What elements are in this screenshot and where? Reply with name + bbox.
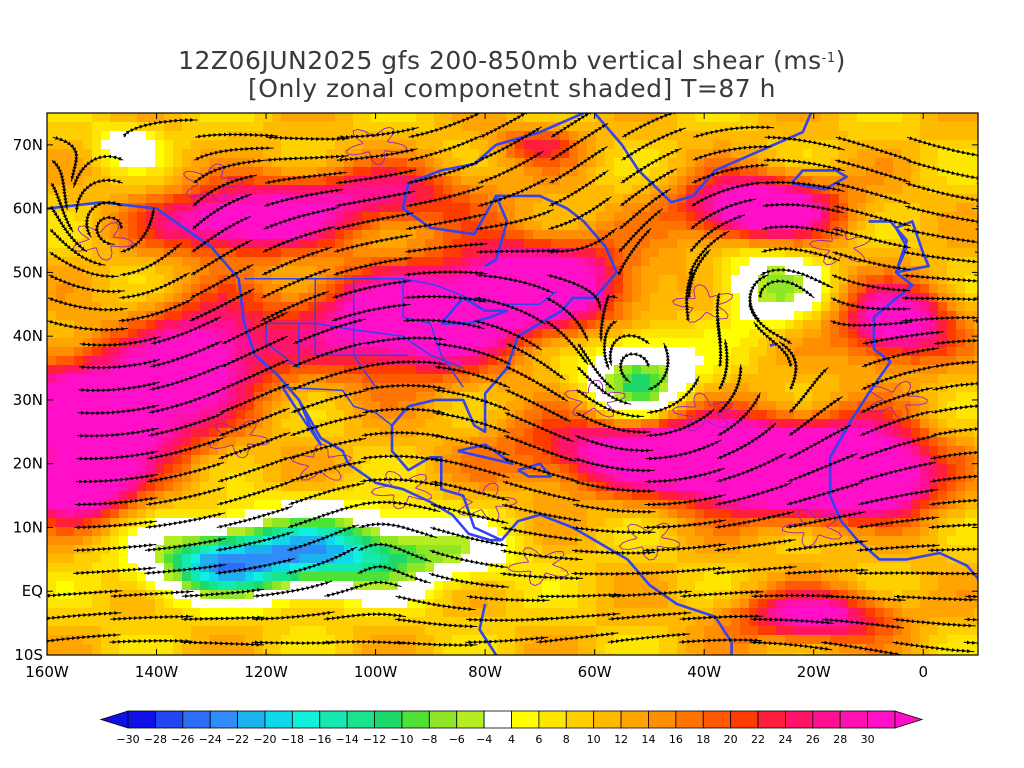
- colorbar-label: 16: [669, 733, 683, 746]
- colorbar-swatch: [483, 710, 512, 729]
- chart-title-line1: 12Z06JUN2025 gfs 200-850mb vertical shea…: [0, 47, 1024, 75]
- colorbar-swatch: [867, 710, 896, 729]
- colorbar-label: 28: [833, 733, 847, 746]
- lat-tick-label: 10N: [13, 518, 43, 536]
- colorbar-swatch: [839, 710, 869, 729]
- colorbar-swatch: [538, 710, 567, 729]
- lon-tick-label: 40W: [687, 663, 721, 681]
- colorbar-swatch: [511, 710, 540, 729]
- lat-tick-label: EQ: [22, 582, 43, 600]
- colorbar-label: −12: [363, 733, 386, 746]
- colorbar-label: −6: [449, 733, 465, 746]
- lon-tick-label: 60W: [578, 663, 612, 681]
- colorbar-swatch: [346, 710, 375, 729]
- lat-tick-label: 10S: [14, 646, 43, 664]
- lon-tick-label: 0: [918, 663, 928, 681]
- title-suffix: ): [835, 46, 846, 75]
- colorbar-swatch: [237, 710, 266, 729]
- colorbar-label: −10: [390, 733, 413, 746]
- colorbar-label: 12: [614, 733, 628, 746]
- colorbar-label: −26: [171, 733, 194, 746]
- colorbar-label: 24: [778, 733, 792, 746]
- lon-tick-label: 80W: [468, 663, 502, 681]
- colorbar-label: −16: [308, 733, 331, 746]
- colorbar-swatch: [319, 710, 348, 729]
- colorbar-swatch: [127, 710, 156, 729]
- lat-tick-label: 40N: [13, 327, 43, 345]
- colorbar-label: −30: [116, 733, 139, 746]
- lon-tick-label: 120W: [244, 663, 288, 681]
- lat-tick-label: 50N: [13, 263, 43, 281]
- colorbar-label: 8: [563, 733, 570, 746]
- colorbar-swatch: [785, 710, 814, 729]
- colorbar: −30 −28 −26 −24 −22 −20 −18 −16 −14 −12 −10 −8 −6 −4 4…: [99, 710, 924, 746]
- lat-tick-label: 60N: [13, 200, 43, 218]
- colorbar-label: −28: [144, 733, 167, 746]
- colorbar-swatch: [209, 710, 238, 729]
- colorbar-label: 6: [535, 733, 542, 746]
- colorbar-label: −20: [253, 733, 276, 746]
- colorbar-swatch: [456, 710, 485, 729]
- colorbar-swatch: [757, 710, 786, 729]
- colorbar-label: 26: [806, 733, 820, 746]
- colorbar-label: 20: [724, 733, 738, 746]
- colorbar-swatch: [812, 710, 841, 729]
- colorbar-label: −22: [226, 733, 249, 746]
- colorbar-label: −24: [199, 733, 222, 746]
- lon-tick-label: 20W: [797, 663, 831, 681]
- colorbar-swatch: [401, 710, 430, 729]
- colorbar-swatch: [182, 710, 211, 729]
- colorbar-swatch: [428, 710, 458, 729]
- colorbar-swatch: [565, 710, 595, 729]
- colorbar-label: 18: [696, 733, 710, 746]
- colorbar-swatch: [291, 710, 321, 729]
- colorbar-swatch: [730, 710, 759, 729]
- colorbar-swatch: [702, 710, 732, 729]
- title-superscript: -1: [821, 51, 836, 66]
- colorbar-arrow-left: [99, 710, 129, 729]
- colorbar-label: 30: [861, 733, 875, 746]
- colorbar-label: −18: [281, 733, 304, 746]
- lat-tick-label: 20N: [13, 455, 43, 473]
- colorbar-label: 10: [587, 733, 601, 746]
- colorbar-label: −14: [336, 733, 359, 746]
- streamlines: [47, 113, 978, 655]
- colorbar-label: 4: [508, 733, 515, 746]
- colorbar-swatch: [264, 710, 293, 729]
- chart-title-line2: [Only zonal componetnt shaded] T=87 h: [248, 74, 776, 103]
- lon-tick-label: 160W: [25, 663, 69, 681]
- colorbar-swatch: [648, 710, 677, 729]
- title-prefix: 12Z06JUN2025 gfs 200-850mb vertical shea…: [178, 46, 822, 75]
- colorbar-arrow-right: [894, 710, 924, 729]
- colorbar-label: 14: [641, 733, 655, 746]
- colorbar-label: −4: [476, 733, 492, 746]
- colorbar-label: 22: [751, 733, 765, 746]
- lat-tick-label: 70N: [13, 136, 43, 154]
- colorbar-swatch: [593, 710, 622, 729]
- lat-tick-label: 30N: [13, 391, 43, 409]
- colorbar-swatch: [620, 710, 649, 729]
- colorbar-label: −8: [421, 733, 437, 746]
- map-frame: [46, 112, 979, 656]
- lon-tick-label: 100W: [354, 663, 398, 681]
- colorbar-swatch: [374, 710, 403, 729]
- colorbar-swatch: [154, 710, 184, 729]
- lon-tick-label: 140W: [135, 663, 179, 681]
- colorbar-swatch: [675, 710, 704, 729]
